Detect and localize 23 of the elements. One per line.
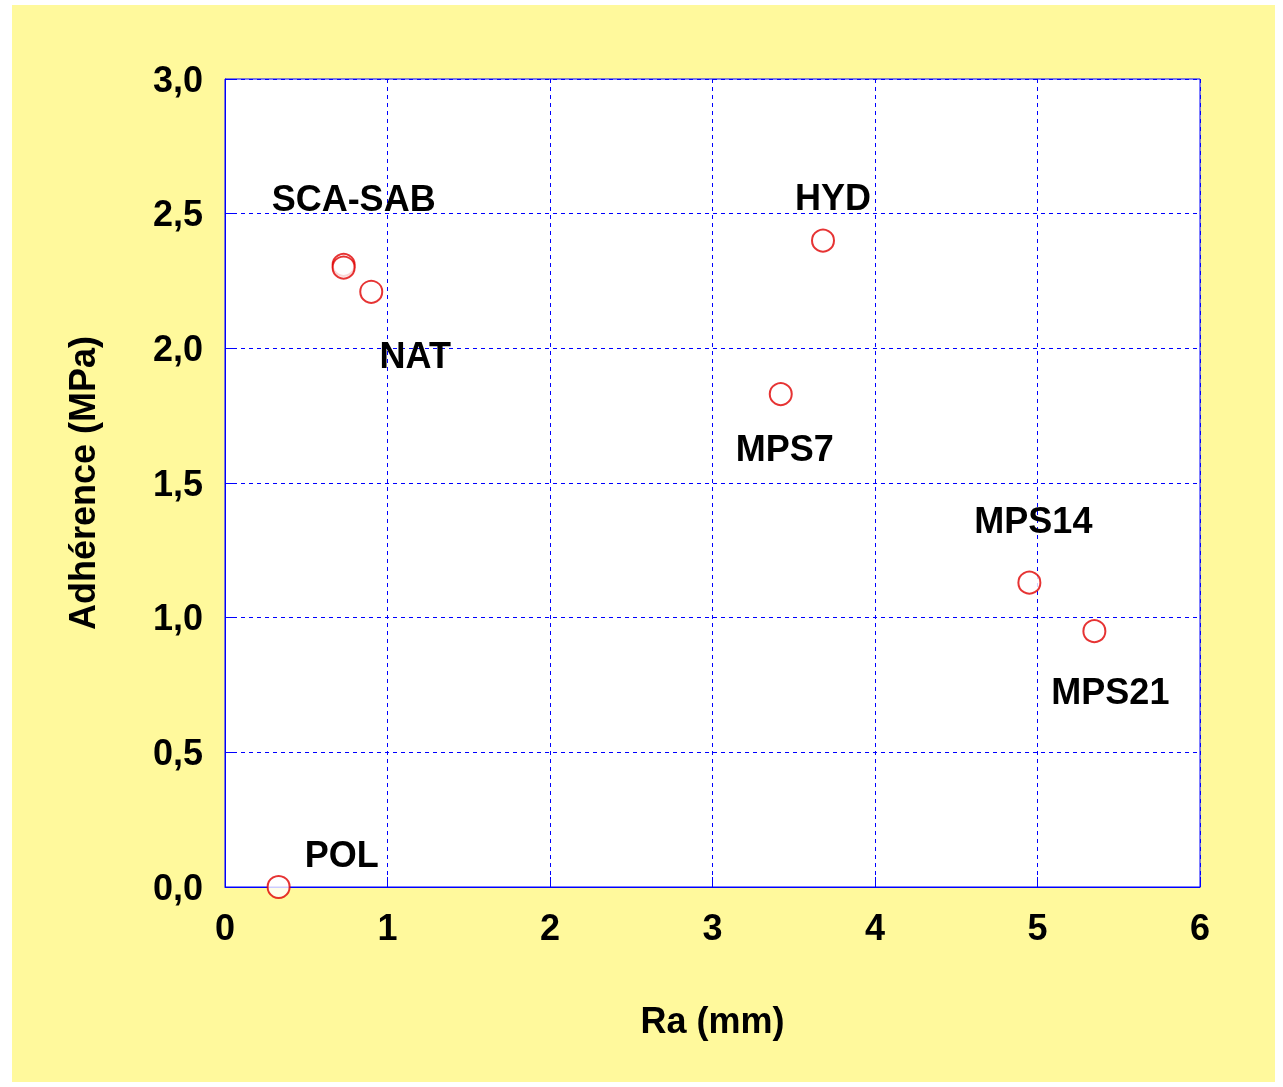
y-tick-label: 0,5: [152, 731, 203, 773]
annotation: POL: [304, 833, 379, 875]
y-tick-label: 1,0: [152, 597, 203, 639]
annotation: MPS7: [735, 427, 834, 469]
x-tick-label: 0: [214, 906, 236, 948]
annotation: NAT: [379, 335, 451, 377]
x-tick-label: 3: [702, 906, 723, 948]
x-tick-label: 1: [377, 906, 398, 948]
x-tick-label: 5: [1027, 906, 1048, 948]
y-axis-title: Adhérence (MPa): [61, 335, 103, 631]
x-tick-label: 6: [1189, 906, 1211, 948]
x-tick-label: 4: [864, 906, 886, 948]
y-tick-label: 0,0: [152, 866, 203, 908]
y-tick-label: 2,5: [152, 193, 203, 235]
annotation: HYD: [794, 177, 872, 219]
x-tick-label: 2: [539, 906, 561, 948]
x-axis-title: Ra (mm): [640, 999, 785, 1041]
y-tick-label: 2,0: [152, 327, 203, 369]
annotation: MPS14: [974, 500, 1093, 542]
annotation: MPS21: [1051, 670, 1170, 712]
y-tick-label: 3,0: [152, 58, 203, 100]
annotation: SCA-SAB: [271, 178, 436, 220]
y-tick-label: 1,5: [152, 462, 203, 504]
